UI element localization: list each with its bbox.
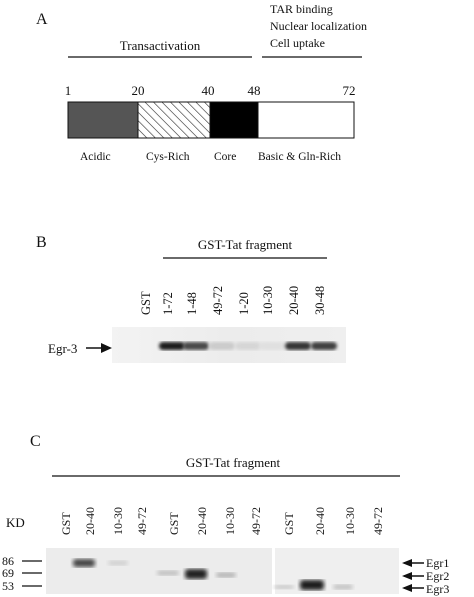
panel-c-band [300, 580, 324, 590]
position-label: 72 [343, 83, 356, 98]
panel-c-lane-label: 49-72 [135, 507, 149, 535]
marker-86-label: 86 [2, 554, 14, 568]
egr3-arrow-icon [101, 343, 112, 353]
transactivation-label: Transactivation [120, 38, 201, 53]
position-label: 1 [65, 83, 72, 98]
nuclear-localization-label: Nuclear localization [270, 19, 367, 33]
position-label: 20 [132, 83, 145, 98]
cys-rich-label: Cys-Rich [146, 151, 190, 163]
panel-b-lane-label: 49-72 [211, 286, 225, 315]
panel-b-band [259, 342, 285, 350]
cys-rich-domain [137, 101, 211, 139]
panel-c-lane-label: 49-72 [371, 507, 385, 535]
panel-b-letter: B [36, 234, 47, 251]
panel-c-band [185, 569, 207, 579]
egr3-c-arrow-icon [402, 584, 412, 592]
core-domain [209, 101, 259, 139]
egr2-label: Egr2 [426, 569, 449, 583]
panel-b-band [209, 342, 235, 350]
basic-gln-rich-domain [257, 101, 355, 139]
egr1-label: Egr1 [426, 556, 449, 570]
panel-c-band [73, 559, 95, 567]
panel-b-lane-label: GST [139, 291, 153, 315]
panel-b-band [311, 342, 337, 350]
panel-b-band [285, 342, 311, 350]
acidic-label: Acidic [80, 151, 111, 163]
panel-c-lane-label: GST [167, 512, 181, 535]
egr3-c-label: Egr3 [426, 582, 449, 596]
marker-53-label: 53 [2, 579, 14, 593]
panel-c-lane-label: 10-30 [223, 507, 237, 535]
panel-c-band [108, 560, 128, 566]
panel-b-lane-label: 1-48 [185, 292, 199, 315]
panel-c-letter: C [30, 433, 41, 450]
position-label: 40 [202, 83, 215, 98]
panel-c-lane-label: 20-40 [195, 507, 209, 535]
panel-b: B GST-Tat fragment GST 1-72 1-48 49-72 1-20 1… [36, 234, 346, 363]
kd-label: KD [6, 515, 25, 530]
basic-gln-rich-label: Basic & Gln-Rich [258, 151, 341, 163]
panel-c-lane-label: GST [59, 512, 73, 535]
marker-69-label: 69 [2, 566, 14, 580]
panel-b-band [235, 342, 261, 350]
panel-b-lane-label: 20-40 [287, 286, 301, 315]
panel-c-band [157, 570, 179, 576]
panel-c-lane-label: 10-30 [343, 507, 357, 535]
egr3-label: Egr-3 [48, 341, 77, 356]
panel-b-header: GST-Tat fragment [198, 237, 293, 252]
panel-b-band [183, 342, 209, 350]
panel-c-lane-label: 49-72 [249, 507, 263, 535]
egr1-arrow-icon [402, 559, 412, 567]
panel-c-bands [73, 559, 353, 590]
panel-a-letter: A [36, 11, 48, 28]
panel-b-lane-label: 30-48 [313, 286, 327, 315]
core-label: Core [214, 151, 236, 163]
panel-c-header: GST-Tat fragment [186, 455, 281, 470]
panel-c-lane-label: 20-40 [313, 507, 327, 535]
panel-b-bands [159, 342, 337, 350]
position-label: 48 [248, 83, 261, 98]
panel-c-band [274, 585, 294, 589]
egr2-arrow-icon [402, 572, 412, 580]
panel-c-lane-label: 10-30 [111, 507, 125, 535]
tar-binding-label: TAR binding [270, 2, 333, 16]
panel-b-lane-label: 1-20 [237, 292, 251, 315]
panel-c-lane-labels: GST 20-40 10-30 49-72 GST 20-40 10-30 49-72 GST 2… [59, 507, 385, 535]
panel-b-band [159, 342, 185, 350]
panel-c-lane-label: GST [282, 512, 296, 535]
acidic-domain [67, 101, 139, 139]
panel-b-lane-label: 1-72 [161, 292, 175, 315]
panel-c-lane-label: 20-40 [83, 507, 97, 535]
panel-c-band [333, 584, 353, 590]
panel-b-lane-labels: GST 1-72 1-48 49-72 1-20 10-30 20-40 30-48 [139, 286, 327, 315]
panel-c-band [216, 572, 236, 578]
panel-c: C GST-Tat fragment KD GST 20-40 10-30 49-72… [2, 433, 449, 596]
panel-a: A TAR binding Nuclear localization Cell … [36, 2, 367, 163]
cell-uptake-label: Cell uptake [270, 36, 325, 50]
panel-b-lane-label: 10-30 [261, 286, 275, 315]
